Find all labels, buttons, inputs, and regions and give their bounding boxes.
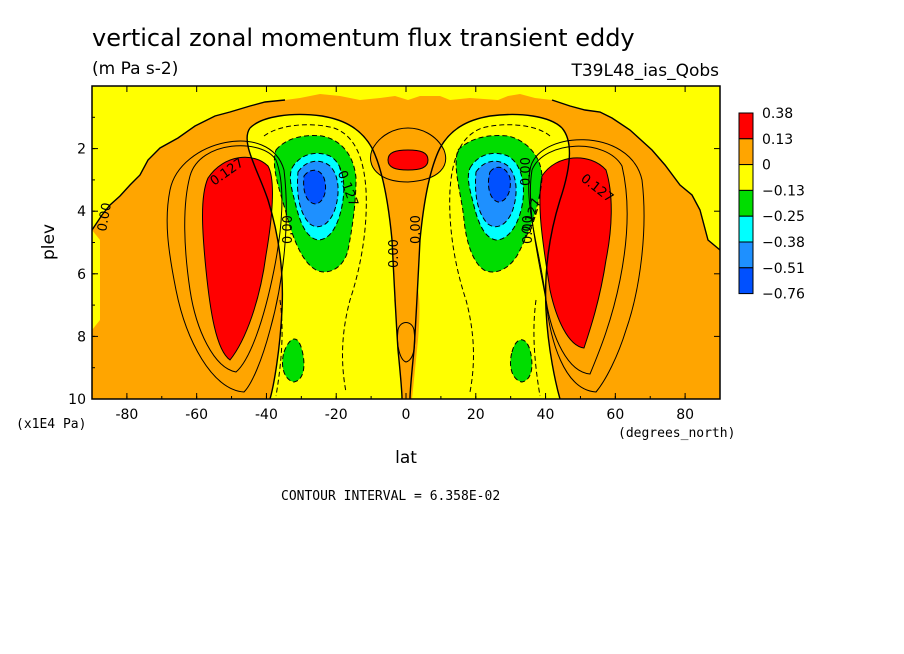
- x-tick-label: -20: [325, 407, 348, 423]
- y-axis-title: plev: [39, 224, 59, 260]
- x-tick-label: 0: [402, 407, 411, 423]
- x-tick-label: -80: [115, 407, 138, 423]
- colorbar-label: 0.13: [762, 132, 793, 148]
- contour-label: 0.00: [387, 239, 402, 268]
- colorbar: 0.38 0.13 0 −0.13 −0.25 −0.38 −0.51 −0.76: [738, 106, 805, 303]
- y-tick-label: 10: [68, 392, 86, 408]
- region-eq-red: [388, 150, 428, 170]
- colorbar-label: −0.38: [762, 235, 805, 251]
- y-tick-label: 2: [77, 142, 86, 158]
- run-label: T39L48_ias_Qobs: [570, 61, 719, 81]
- y-tick-label: 8: [77, 329, 86, 345]
- region-equator-orange: [394, 288, 420, 399]
- zero-contours: [92, 99, 720, 399]
- colorbar-swatch: [738, 267, 754, 295]
- x-axis-units: (degrees_north): [618, 426, 735, 441]
- colorbar-swatch: [738, 164, 754, 191]
- colorbar-swatch: [738, 241, 754, 269]
- contour-label: 0.00: [409, 215, 424, 244]
- x-tick-label: 80: [676, 407, 694, 423]
- y-tick-label: 6: [77, 267, 86, 283]
- y-axis-units: (x1E4 Pa): [16, 417, 86, 432]
- colorbar-label: 0.38: [762, 106, 793, 122]
- colorbar-label: −0.25: [762, 209, 805, 225]
- colorbar-swatch: [738, 215, 754, 243]
- x-tick-label: -40: [255, 407, 278, 423]
- region-sh-deepblue: [303, 170, 326, 204]
- colorbar-swatch: [738, 138, 754, 166]
- contour-interval: CONTOUR INTERVAL = 6.358E-02: [281, 489, 500, 504]
- x-tick-label: 40: [537, 407, 555, 423]
- negative-contours: [263, 124, 551, 397]
- colorbar-label: 0: [762, 158, 771, 174]
- chart-units: (m Pa s-2): [92, 59, 178, 79]
- contour-label: 0.00: [519, 157, 534, 186]
- x-tick-label: 20: [467, 407, 485, 423]
- contour-label: 0.00: [281, 215, 296, 244]
- contour-label: 0.00: [521, 215, 536, 244]
- colorbar-label: −0.76: [762, 287, 805, 303]
- colorbar-label: −0.13: [762, 183, 805, 199]
- chart-title: vertical zonal momentum flux transient e…: [92, 24, 635, 52]
- x-tick-label: -60: [185, 407, 208, 423]
- y-axis: 2 4 6 8 10: [68, 116, 720, 408]
- region-sh-red: [202, 157, 273, 360]
- colorbar-swatch: [738, 189, 754, 217]
- contour-field: 0.127 -0.127 0.00 0.127 -0.127 0.00 0.00…: [92, 86, 720, 399]
- y-tick-label: 4: [77, 204, 86, 220]
- region-nh-green-low: [510, 339, 532, 382]
- x-tick-label: 60: [606, 407, 624, 423]
- colorbar-swatch: [738, 112, 754, 140]
- region-left-edge-yellow: [92, 230, 100, 330]
- contour-label: 0.00: [95, 202, 115, 233]
- region-nh-deepblue: [488, 167, 511, 202]
- colorbar-label: −0.51: [762, 261, 805, 277]
- x-axis-title: lat: [395, 448, 417, 468]
- region-top-yellow: [92, 86, 720, 250]
- region-sh-green-low: [282, 338, 304, 382]
